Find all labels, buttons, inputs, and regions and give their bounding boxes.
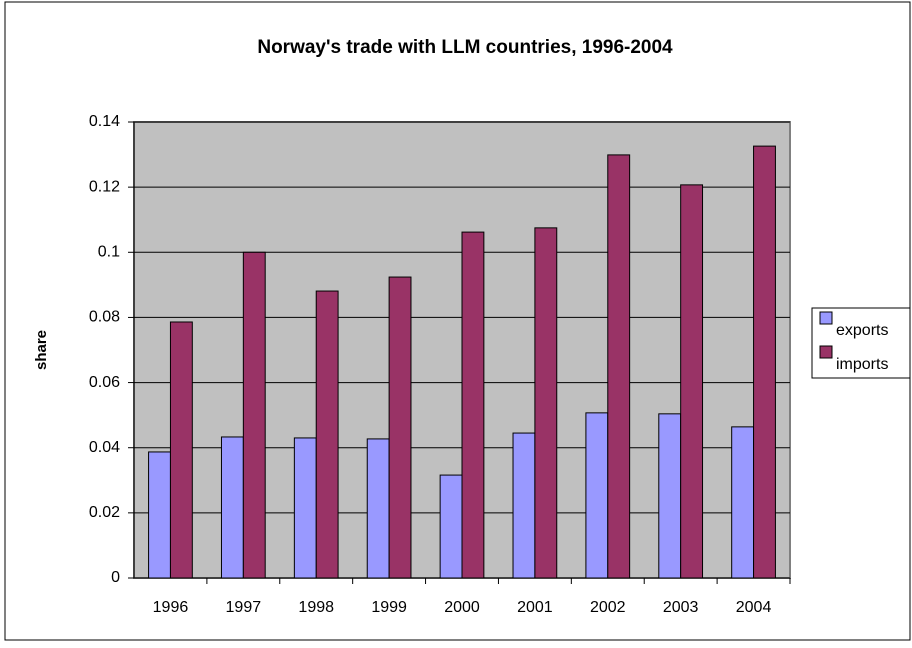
bar: [220, 436, 244, 579]
y-tick-label: 0.08: [89, 309, 120, 326]
x-tick-label: 2000: [444, 599, 480, 616]
bar: [315, 290, 339, 579]
legend-swatch: [819, 311, 833, 325]
y-tick-label: 0.04: [89, 439, 120, 456]
y-tick-label: 0.12: [89, 178, 120, 195]
x-tick-label: 1996: [153, 599, 189, 616]
bar: [293, 437, 317, 579]
bar: [461, 231, 485, 579]
y-axis-label: share: [33, 330, 50, 370]
bar: [388, 276, 412, 579]
y-tick-label: 0.1: [98, 244, 120, 261]
x-tick-label: 1998: [298, 599, 334, 616]
legend-label: exports: [836, 322, 888, 339]
bar: [607, 154, 631, 579]
bar: [753, 145, 776, 579]
bar: [658, 413, 682, 579]
bar: [366, 438, 390, 579]
chart-title: Norway's trade with LLM countries, 1996-…: [257, 37, 673, 58]
x-tick-label: 1997: [226, 599, 262, 616]
x-tick-label: 2003: [663, 599, 699, 616]
y-tick-label: 0.06: [89, 374, 120, 391]
x-tick-label: 2002: [590, 599, 626, 616]
legend-label: imports: [836, 356, 888, 373]
x-tick-label: 1999: [371, 599, 407, 616]
bar: [585, 412, 609, 579]
bar: [148, 451, 171, 579]
bar: [169, 321, 193, 579]
bar: [731, 426, 755, 579]
x-tick-label: 2001: [517, 599, 553, 616]
y-tick-label: 0: [111, 569, 120, 586]
bar: [534, 227, 558, 579]
y-tick-label: 0.14: [89, 113, 120, 130]
bar: [439, 474, 463, 579]
bar: [512, 432, 536, 579]
bar: [242, 251, 266, 579]
x-tick-label: 2004: [736, 599, 772, 616]
bar: [680, 184, 704, 579]
y-tick-label: 0.02: [89, 504, 120, 521]
legend-swatch: [819, 345, 833, 359]
